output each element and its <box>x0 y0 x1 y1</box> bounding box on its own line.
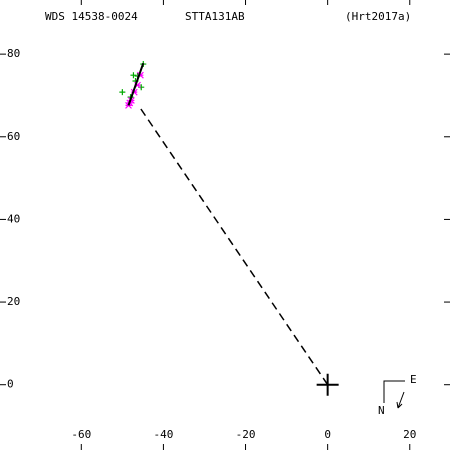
y-tick-label: 40 <box>7 212 20 225</box>
x-tick-label: -60 <box>71 428 91 441</box>
y-tick-label: 20 <box>7 295 20 308</box>
x-tick-label: 0 <box>324 428 331 441</box>
compass-north: N <box>378 404 385 417</box>
y-tick-label: 60 <box>7 130 20 143</box>
separation-line <box>139 107 329 386</box>
header-ref: (Hrt2017a) <box>345 10 411 23</box>
x-tick-label: 20 <box>403 428 416 441</box>
primary-star <box>316 373 339 396</box>
compass-east: E <box>410 373 417 386</box>
point <box>130 72 137 79</box>
orbit-line <box>127 62 145 106</box>
point <box>119 89 126 96</box>
y-tick-label: 0 <box>7 378 14 391</box>
compass <box>383 380 405 409</box>
header-name: STTA131AB <box>185 10 245 23</box>
x-tick-label: -40 <box>153 428 173 441</box>
header-wds: WDS 14538-0024 <box>45 10 138 23</box>
y-tick-label: 80 <box>7 47 20 60</box>
x-tick-label: -20 <box>236 428 256 441</box>
